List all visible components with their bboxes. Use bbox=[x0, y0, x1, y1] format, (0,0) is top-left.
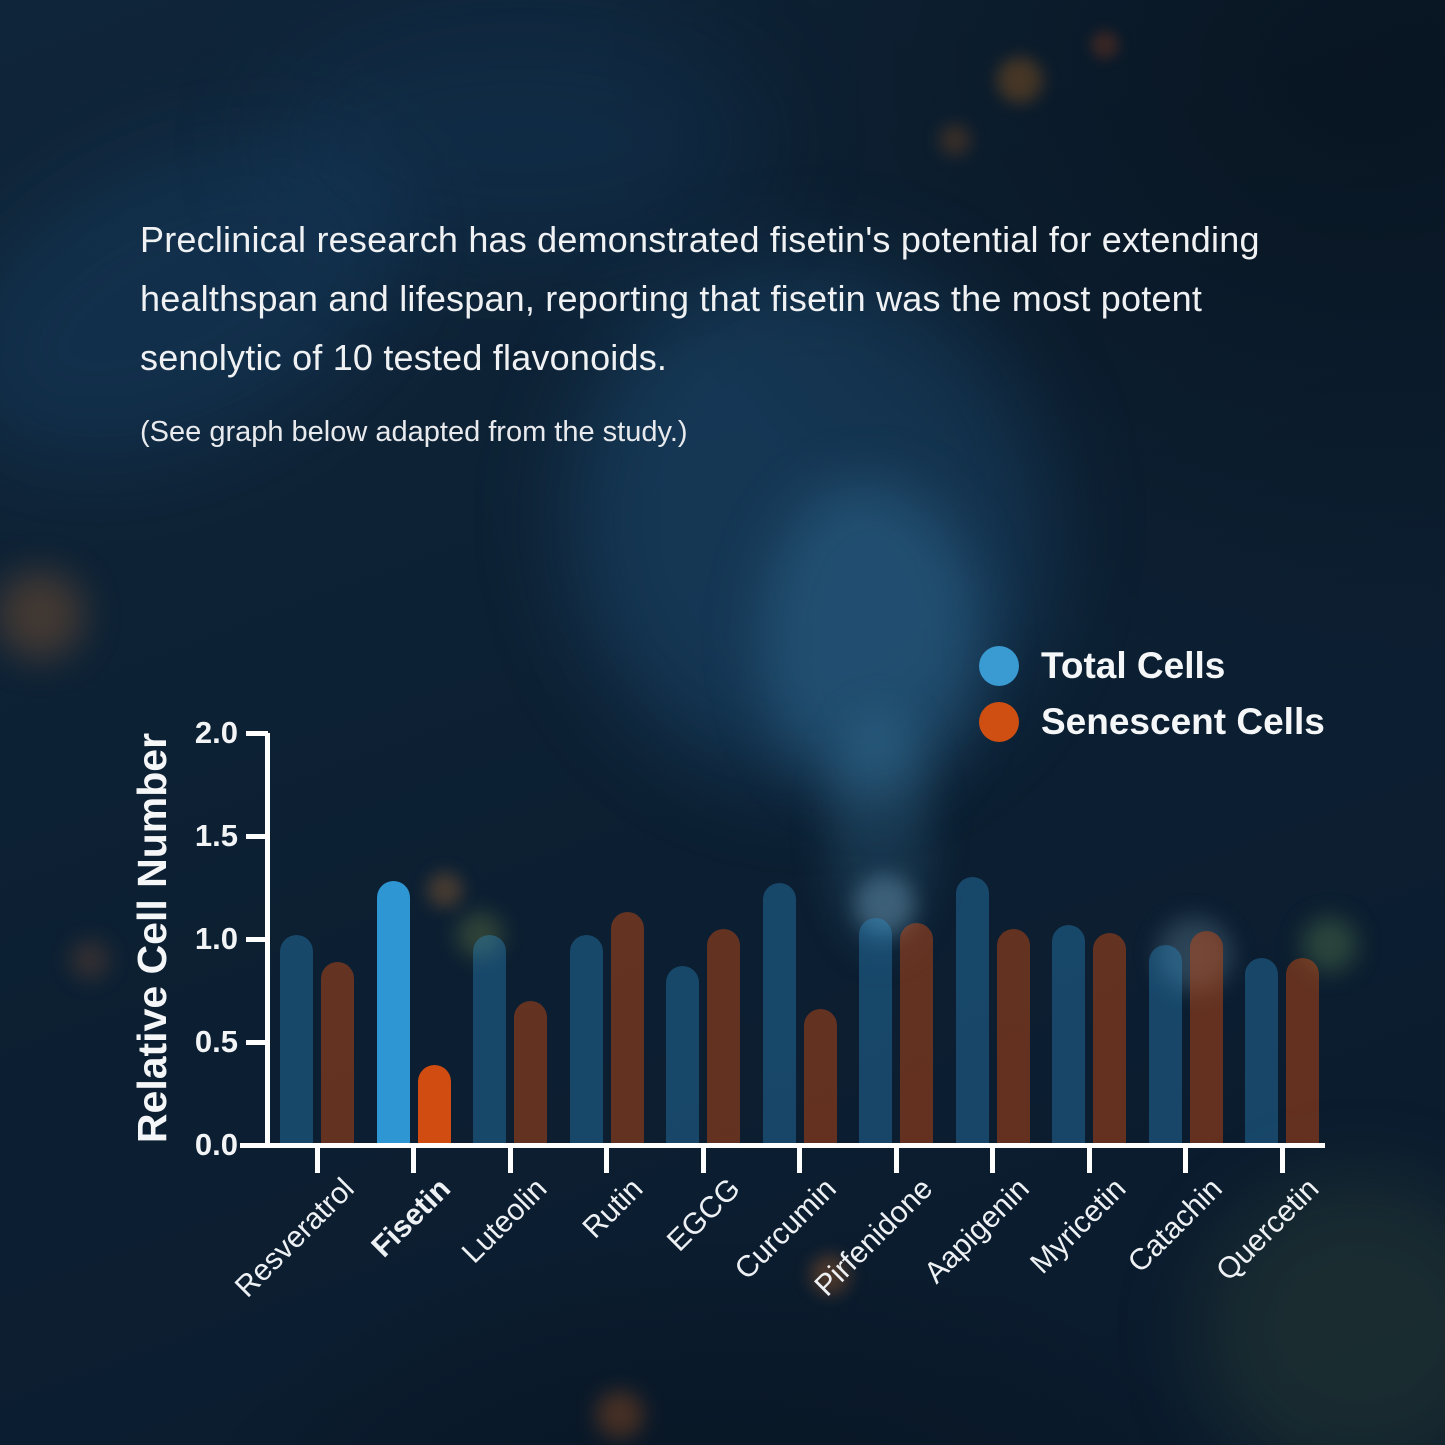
x-axis-tick bbox=[1279, 1147, 1285, 1173]
x-axis-label-quercetin: Quercetin bbox=[1210, 1172, 1326, 1288]
y-axis-tick bbox=[246, 1142, 268, 1148]
bar-senescent-cells-resveratrol bbox=[321, 962, 354, 1145]
x-axis-label-luteolin: Luteolin bbox=[455, 1172, 554, 1270]
legend-label: Total Cells bbox=[1041, 645, 1226, 686]
x-axis-tick bbox=[893, 1147, 899, 1173]
bar-senescent-cells-aapigenin bbox=[996, 929, 1030, 1145]
legend: Total Cells Senescent Cells bbox=[979, 645, 1325, 742]
x-axis-tick bbox=[604, 1147, 609, 1173]
x-axis-line bbox=[240, 1143, 1325, 1148]
bar-total-cells-pirfenidone bbox=[859, 918, 892, 1145]
x-axis-tick bbox=[507, 1147, 513, 1173]
x-axis-tick bbox=[990, 1147, 995, 1173]
bar-senescent-cells-pirfenidone bbox=[900, 923, 933, 1145]
x-axis-tick bbox=[314, 1147, 320, 1173]
total-cells-swatch bbox=[979, 646, 1019, 686]
x-axis-label-aapigenin: Aapigenin bbox=[918, 1172, 1036, 1290]
y-axis-tick-label: 0.0 bbox=[194, 1127, 238, 1162]
bar-senescent-cells-quercetin bbox=[1286, 958, 1319, 1145]
x-axis-tick bbox=[1086, 1147, 1092, 1173]
x-axis-label-myricetin: Myricetin bbox=[1024, 1172, 1133, 1281]
y-axis-tick-label: 2.0 bbox=[194, 715, 238, 750]
bar-total-cells-resveratrol bbox=[280, 935, 313, 1145]
caption-note: (See graph below adapted from the study.… bbox=[140, 416, 688, 448]
bar-senescent-cells-curcumin bbox=[803, 1009, 837, 1145]
bar-total-cells-quercetin bbox=[1245, 958, 1278, 1145]
headline-paragraph: Preclinical research has demonstrated fi… bbox=[140, 219, 1260, 378]
bar-senescent-cells-myricetin bbox=[1093, 933, 1126, 1145]
y-axis-title: Relative Cell Number bbox=[129, 732, 175, 1144]
bar-senescent-cells-fisetin bbox=[417, 1065, 451, 1145]
legend-label: Senescent Cells bbox=[1041, 701, 1325, 742]
bar-senescent-cells-egcg bbox=[707, 929, 740, 1145]
bar-total-cells-catachin bbox=[1148, 945, 1182, 1145]
x-axis-tick bbox=[411, 1147, 416, 1173]
x-axis-tick bbox=[700, 1147, 706, 1173]
bar-total-cells-aapigenin bbox=[955, 877, 989, 1145]
bar-total-cells-curcumin bbox=[762, 883, 796, 1145]
y-axis-tick bbox=[246, 936, 268, 942]
bar-senescent-cells-rutin bbox=[610, 912, 644, 1145]
bar-senescent-cells-catachin bbox=[1189, 931, 1223, 1145]
x-axis-label-rutin: Rutin bbox=[576, 1172, 650, 1245]
bar-total-cells-egcg bbox=[666, 966, 699, 1145]
bar-total-cells-myricetin bbox=[1052, 925, 1085, 1145]
y-axis-tick bbox=[246, 730, 268, 736]
legend-item-senescent-cells: Senescent Cells bbox=[979, 701, 1325, 742]
x-axis-tick bbox=[1183, 1147, 1188, 1173]
y-axis-tick-label: 1.0 bbox=[194, 921, 238, 956]
x-axis-label-fisetin: Fisetin bbox=[365, 1172, 457, 1264]
x-axis-tick bbox=[797, 1147, 802, 1173]
bar-senescent-cells-luteolin bbox=[514, 1001, 547, 1145]
y-axis-tick-label: 0.5 bbox=[194, 1024, 238, 1059]
legend-item-total-cells: Total Cells bbox=[979, 645, 1325, 686]
y-axis-tick-label: 1.5 bbox=[194, 818, 238, 853]
x-axis-label-resveratrol: Resveratrol bbox=[228, 1172, 361, 1304]
bar-total-cells-fisetin bbox=[376, 881, 410, 1145]
y-axis-tick bbox=[246, 1039, 268, 1045]
y-axis-tick bbox=[246, 833, 268, 839]
senescent-cells-swatch bbox=[979, 702, 1019, 742]
bar-total-cells-rutin bbox=[569, 935, 603, 1145]
bar-total-cells-luteolin bbox=[473, 935, 506, 1145]
x-axis-label-egcg: EGCG bbox=[660, 1172, 747, 1258]
